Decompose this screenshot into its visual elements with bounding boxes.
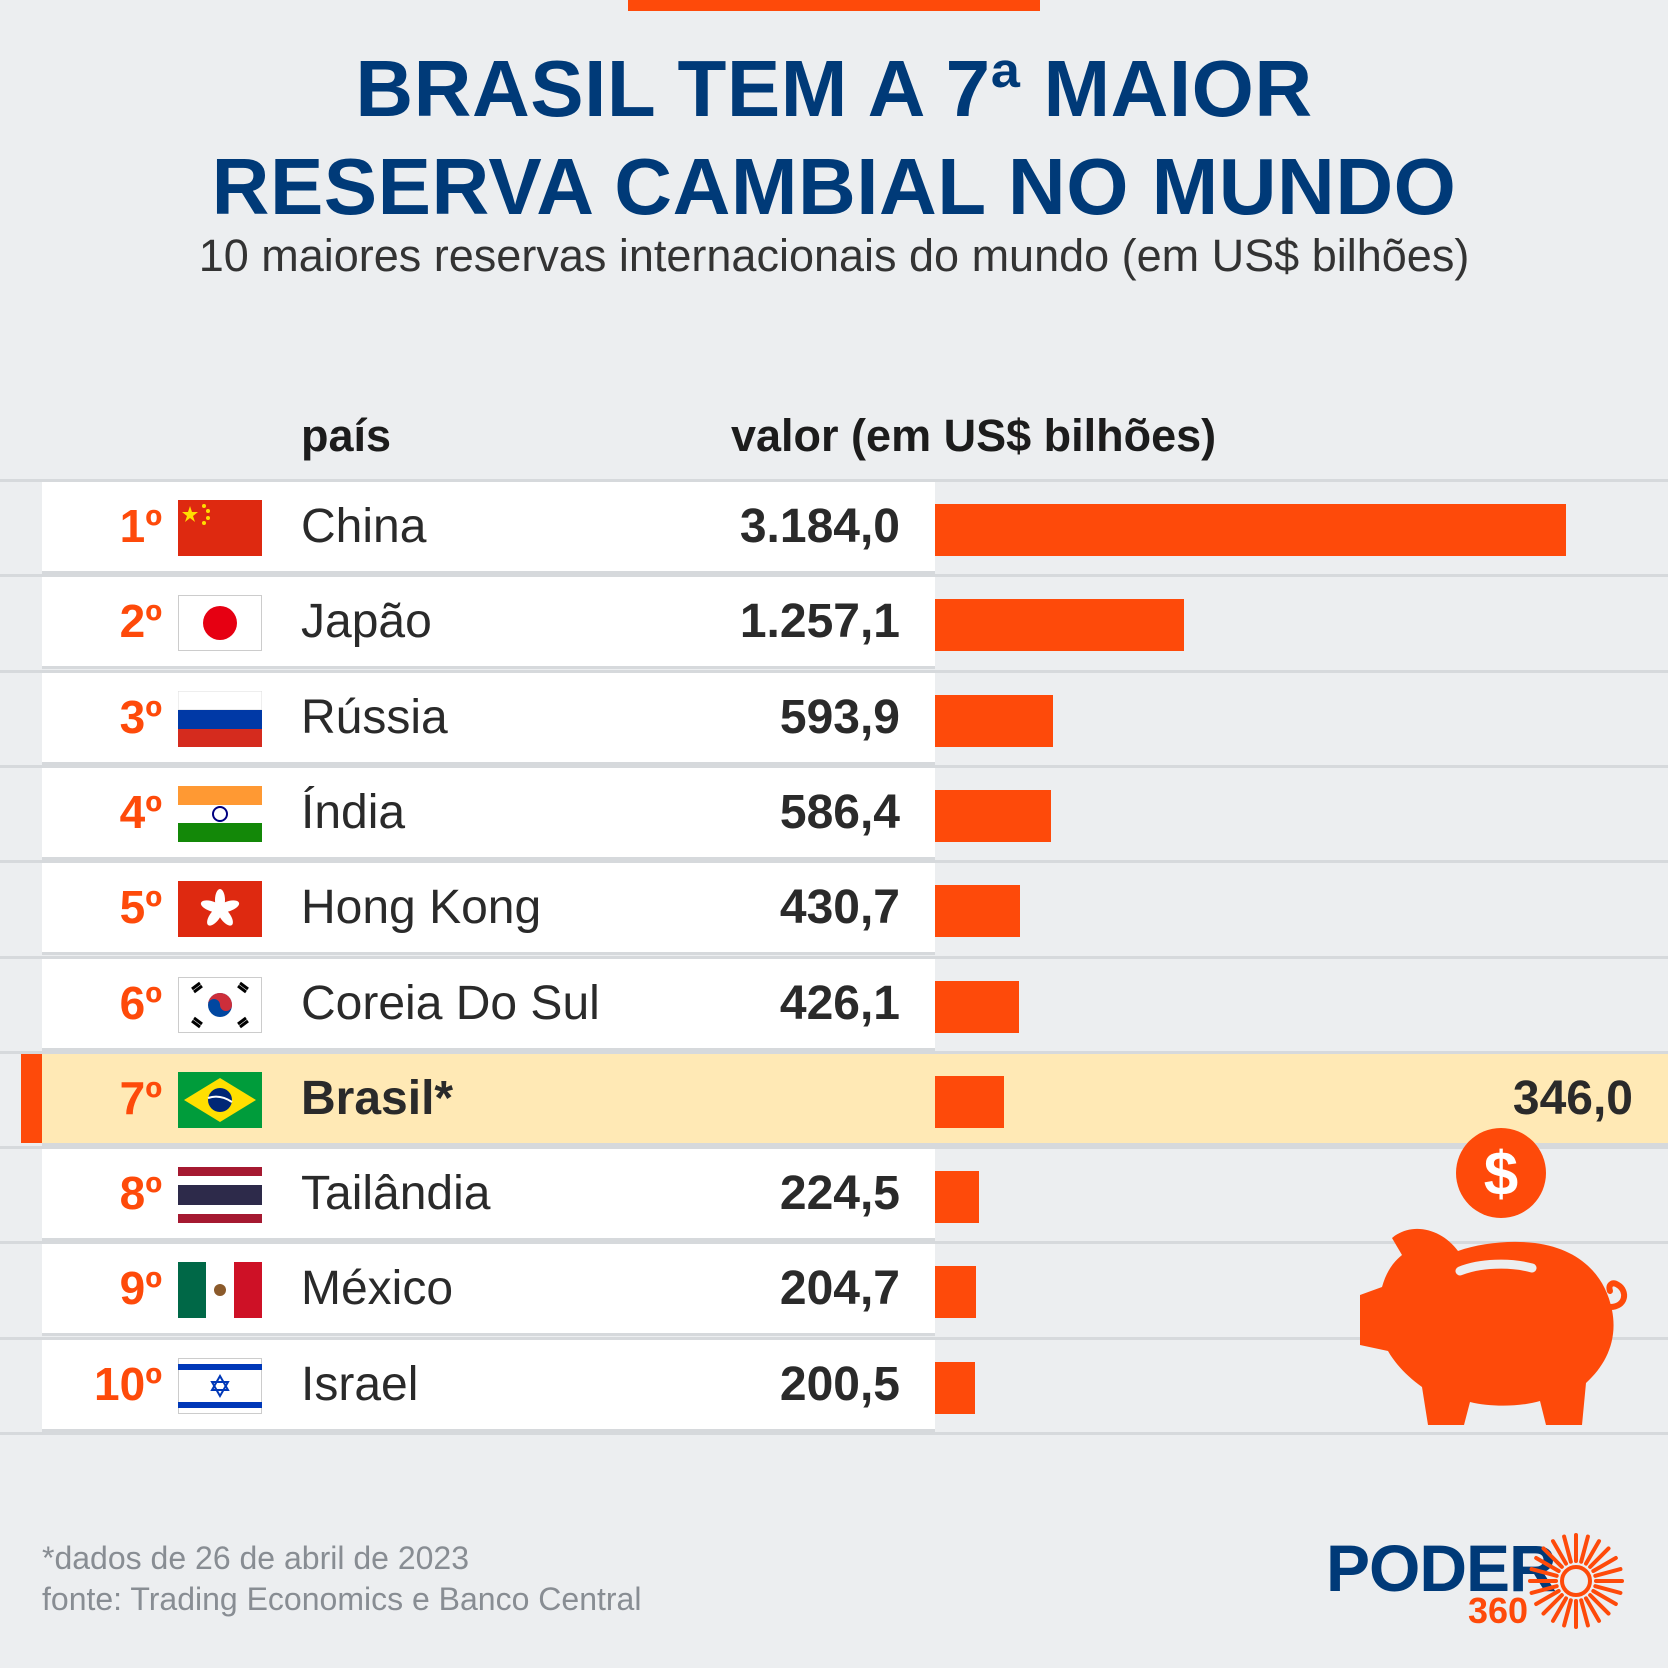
bar	[935, 599, 1184, 651]
row-separator	[0, 765, 1668, 768]
table-row: 10º Israel 200,5	[42, 1340, 935, 1432]
country-label: Brasil*	[301, 1072, 454, 1125]
rank-label: 6º	[119, 977, 162, 1029]
subtitle: 10 maiores reservas internacionais do mu…	[198, 230, 1470, 281]
bar	[935, 1266, 976, 1318]
title-line-1: BRASIL TEM A 7ª MAIOR	[355, 44, 1313, 133]
rank-label: 7º	[119, 1072, 162, 1124]
row-separator	[0, 479, 1668, 482]
value-label: 200,5	[779, 1358, 900, 1411]
rank-label: 5º	[119, 881, 162, 933]
column-header-country: país	[301, 410, 392, 461]
rank-label: 2º	[119, 595, 162, 647]
rank-label: 8º	[119, 1167, 162, 1219]
row-separator	[0, 860, 1668, 863]
country-label: Coreia Do Sul	[301, 977, 600, 1030]
value-label: 3.184,0	[739, 500, 900, 553]
value-label: 204,7	[779, 1262, 900, 1315]
value-label: 430,7	[779, 881, 900, 934]
piggy-bank-icon: $	[1360, 1128, 1628, 1425]
bar	[935, 1171, 979, 1223]
rank-label: 4º	[119, 786, 162, 838]
row-separator	[0, 670, 1668, 673]
row-separator	[0, 1146, 1668, 1149]
row-separator	[0, 956, 1668, 959]
rank-label: 9º	[119, 1262, 162, 1314]
bar	[935, 885, 1020, 937]
table-row: 2º Japão 1.257,1	[42, 577, 935, 669]
brazil-flag-icon	[178, 1072, 262, 1128]
footnote-source: fonte: Trading Economics e Banco Central	[42, 1581, 642, 1617]
table-row: 9º México 204,7	[42, 1244, 935, 1336]
russia-flag-icon	[178, 691, 262, 747]
row-separator	[0, 1337, 1668, 1340]
bar	[935, 1362, 975, 1414]
country-label: Índia	[301, 786, 406, 839]
footnote-date: *dados de 26 de abril de 2023	[42, 1540, 470, 1576]
coin-symbol: $	[1484, 1140, 1518, 1209]
bar	[935, 1076, 1004, 1128]
rank-label: 3º	[119, 691, 162, 743]
country-label: Tailândia	[301, 1167, 491, 1220]
logo-word: PODER	[1326, 1531, 1557, 1605]
poder360-logo: PODER 360	[1320, 1530, 1630, 1640]
bar	[935, 504, 1566, 556]
row-separator	[0, 574, 1668, 577]
title-line-2: RESERVA CAMBIAL NO MUNDO	[211, 142, 1457, 231]
bar	[935, 981, 1019, 1033]
country-label: Israel	[301, 1358, 419, 1411]
value-label: 586,4	[779, 786, 900, 839]
sun-icon	[1528, 1533, 1624, 1629]
country-label: Hong Kong	[301, 881, 542, 934]
country-label: Japão	[301, 595, 432, 648]
logo-number: 360	[1468, 1590, 1529, 1631]
table-row: 1º China 3.184,0	[42, 482, 935, 574]
china-flag-icon	[178, 500, 262, 556]
top-accent-bar	[628, 0, 1040, 11]
table-row: 3º Rússia 593,9	[42, 673, 935, 765]
rank-label: 1º	[119, 500, 162, 552]
row-separator	[0, 1051, 1668, 1054]
country-label: México	[301, 1262, 454, 1315]
country-label: China	[301, 500, 427, 553]
column-header-value: valor (em US$ bilhões)	[731, 410, 1217, 461]
value-label: 593,9	[779, 691, 900, 744]
value-label: 346,0	[1512, 1072, 1633, 1125]
coin-icon	[1456, 1128, 1546, 1218]
india-flag-icon	[178, 786, 262, 842]
row-separator	[0, 1432, 1668, 1435]
bar	[935, 695, 1053, 747]
israel-flag-icon	[178, 1358, 262, 1414]
south-korea-flag-icon	[178, 977, 262, 1033]
country-label: Rússia	[301, 691, 448, 744]
table-row: 6º Coreia Do Sul 426,1	[42, 959, 935, 1051]
footnote: *dados de 26 de abril de 2023 fonte: Tra…	[42, 1538, 641, 1620]
hong-kong-flag-icon	[178, 881, 262, 937]
mexico-flag-icon	[178, 1262, 262, 1318]
thailand-flag-icon	[178, 1167, 262, 1223]
table-row-highlighted: 7º Brasil* 346,0	[42, 1054, 1668, 1146]
table-row: 5º Hong Kong 430,7	[42, 863, 935, 955]
bar	[935, 790, 1051, 842]
table-row: 4º Índia 586,4	[42, 768, 935, 860]
value-label: 426,1	[779, 977, 900, 1030]
table-row: 8º Tailândia 224,5	[42, 1149, 935, 1241]
japan-flag-icon	[178, 595, 262, 651]
highlight-marker	[21, 1054, 42, 1143]
rank-label: 10º	[94, 1358, 162, 1410]
value-label: 224,5	[779, 1167, 900, 1220]
value-label: 1.257,1	[739, 595, 900, 648]
row-separator	[0, 1241, 1668, 1244]
page-title: BRASIL TEM A 7ª MAIOR RESERVA CAMBIAL NO…	[0, 40, 1668, 236]
